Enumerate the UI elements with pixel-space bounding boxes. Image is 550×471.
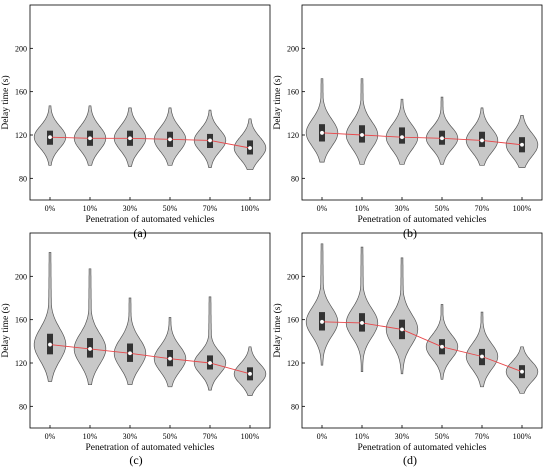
plot-frame [29, 232, 271, 429]
median-trend-line [49, 136, 251, 149]
y-tick-label: 160 [15, 88, 27, 97]
median-point [520, 142, 524, 147]
y-tick-label: 120 [287, 131, 299, 140]
violin [345, 246, 379, 373]
y-tick-label: 200 [287, 44, 299, 53]
y-tick-label: 80 [291, 402, 299, 411]
x-tick-label: 0% [45, 432, 56, 441]
x-axis-title: Penetration of automated vehicles [358, 442, 487, 453]
y-tick-label: 200 [287, 272, 299, 281]
y-tick-label: 200 [15, 44, 27, 53]
median-point [440, 344, 444, 349]
plot-frame [29, 4, 271, 201]
x-tick-label: 70% [203, 432, 218, 441]
y-tick-label: 80 [19, 402, 27, 411]
median-point [128, 136, 132, 141]
median-point [520, 369, 524, 374]
y-tick-label: 80 [19, 174, 27, 183]
x-tick-label: 100% [513, 204, 532, 213]
x-tick-label: 10% [355, 204, 370, 213]
panel-b: 80 120 160 200 Delay time (s) 0% 10% 30% 50% 70% 1… [272, 4, 543, 225]
panel-c-label: (c) [129, 453, 142, 467]
median-point [248, 371, 252, 376]
median-point [168, 137, 172, 142]
median-point [248, 146, 252, 150]
violin [33, 252, 67, 382]
median-point [360, 133, 364, 137]
violin [345, 78, 379, 165]
x-axis-title: Penetration of automated vehicles [86, 442, 215, 453]
y-tick-label: 160 [15, 316, 27, 325]
violin [305, 78, 339, 163]
y-axis-title: Delay time (s) [272, 75, 283, 129]
y-axis-title: Delay time (s) [272, 303, 283, 357]
y-tick-label: 160 [287, 316, 299, 325]
violin [193, 296, 227, 391]
x-tick-label: 10% [83, 432, 98, 441]
median-point [48, 135, 52, 140]
y-tick-label: 200 [15, 272, 27, 281]
x-tick-label: 30% [395, 204, 410, 213]
violin [113, 297, 147, 386]
x-tick-label: 70% [475, 204, 490, 213]
x-tick-label: 10% [83, 204, 98, 213]
median-point [480, 138, 484, 143]
x-tick-label: 100% [513, 432, 532, 441]
x-tick-label: 50% [163, 432, 178, 441]
x-tick-label: 30% [123, 204, 138, 213]
x-tick-label: 50% [435, 204, 450, 213]
median-point [400, 135, 404, 140]
median-point [208, 138, 212, 143]
median-point [168, 356, 172, 361]
median-point [128, 351, 132, 356]
median-point [400, 327, 404, 332]
median-point [320, 130, 324, 135]
median-point [88, 346, 92, 351]
x-axis-title: Penetration of automated vehicles [86, 214, 215, 225]
median-trend-line [49, 344, 251, 375]
median-point [360, 320, 364, 325]
x-tick-label: 100% [241, 204, 260, 213]
panel-c: 80 120 160 200 Delay time (s) 0% 10% 30% 50% 70% 1… [0, 232, 271, 453]
x-tick-label: 30% [395, 432, 410, 441]
x-tick-label: 0% [317, 432, 328, 441]
plot-frame [301, 232, 543, 429]
x-tick-label: 50% [163, 204, 178, 213]
x-tick-label: 50% [435, 432, 450, 441]
y-axis-title: Delay time (s) [0, 75, 11, 129]
x-tick-label: 10% [355, 432, 370, 441]
panel-a: 80 120 160 200 Delay time (s) 0% 10% 30% 50% 70% 1… [0, 4, 271, 225]
y-tick-label: 160 [287, 88, 299, 97]
x-tick-label: 70% [203, 204, 218, 213]
x-tick-label: 30% [123, 432, 138, 441]
median-trend-line [321, 321, 523, 373]
median-point [208, 361, 212, 365]
panel-d: 80 120 160 200 Delay time (s) 0% 10% 30% 50% 70% 1… [272, 232, 543, 453]
x-tick-label: 70% [475, 432, 490, 441]
median-point [320, 319, 324, 324]
y-tick-label: 120 [15, 131, 27, 140]
x-tick-label: 0% [45, 204, 56, 213]
violin [385, 257, 419, 375]
y-tick-label: 80 [291, 174, 299, 183]
median-point [440, 136, 444, 141]
median-point [48, 342, 52, 347]
violin [73, 268, 107, 386]
median-point [480, 354, 484, 359]
x-tick-label: 0% [317, 204, 328, 213]
plot-frame [301, 4, 543, 201]
median-trend-line [321, 132, 523, 146]
x-tick-label: 100% [241, 432, 260, 441]
panel-d-label: (d) [403, 453, 417, 467]
median-point [88, 136, 92, 141]
violin [305, 243, 339, 366]
x-axis-title: Penetration of automated vehicles [358, 214, 487, 225]
y-tick-label: 120 [15, 359, 27, 368]
y-tick-label: 120 [287, 359, 299, 368]
y-axis-title: Delay time (s) [0, 303, 11, 357]
